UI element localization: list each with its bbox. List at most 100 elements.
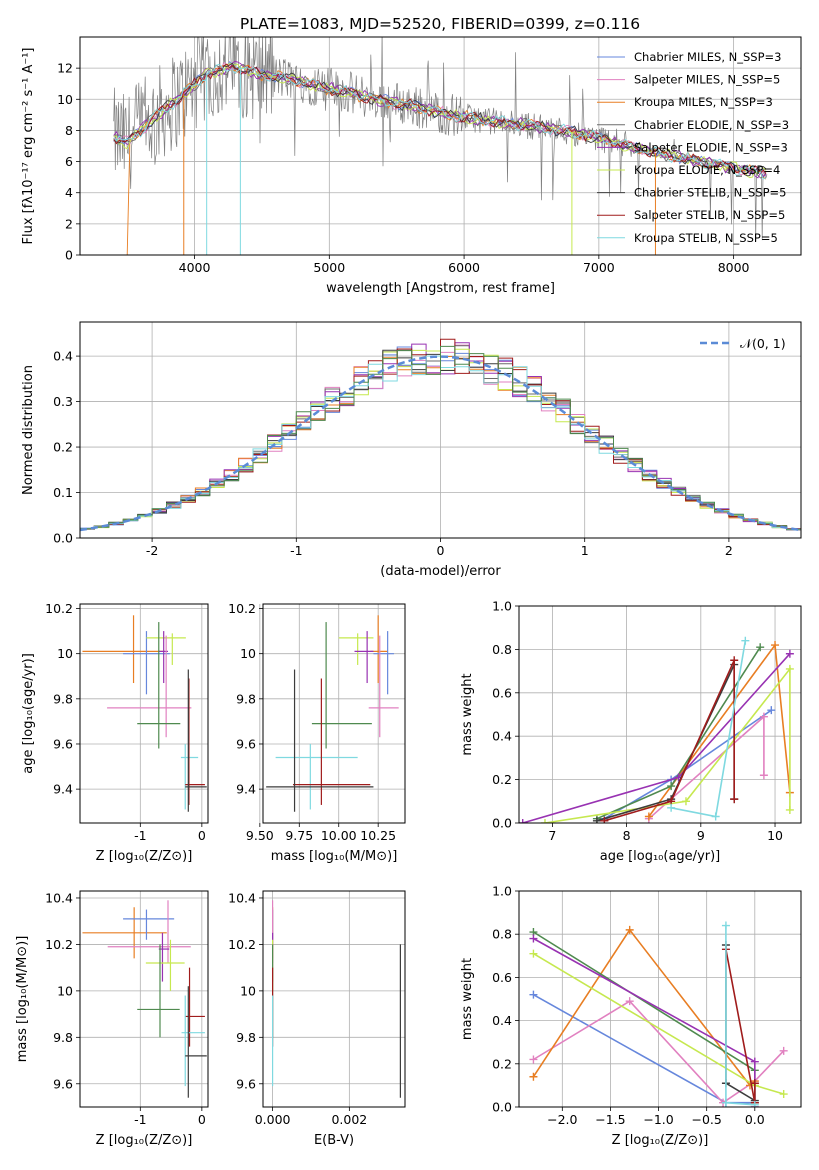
- y-tick-label: 6: [65, 154, 73, 169]
- x-tick-label: 1: [581, 543, 589, 558]
- x-axis-label: Z [log₁₀(Z/Z⊙)]: [612, 1133, 709, 1148]
- y-tick-label: 8: [65, 123, 73, 138]
- y-tick-label: 10: [57, 646, 73, 661]
- y-tick-label: 0.2: [53, 440, 73, 455]
- weight-marker: [529, 934, 538, 943]
- y-tick-label: 0.0: [492, 816, 512, 831]
- weight-marker: [771, 641, 780, 650]
- x-tick-label: −1.5: [595, 1112, 625, 1127]
- error-bar-point: [370, 615, 388, 684]
- legend-label: Kroupa MILES, N_SSP=3: [634, 95, 773, 109]
- error-bar-point: [123, 631, 170, 695]
- residuals-panel: -2 -1 0 1 2 0.0 0.1 0.2 0.3 0.4 (data-model)/error…: [21, 321, 802, 579]
- legend-label: Chabrier ELODIE, N_SSP=3: [634, 118, 789, 132]
- x-tick-label: -1: [134, 1112, 146, 1127]
- y-tick-label: 12: [57, 61, 73, 76]
- y-tick-label: 9.6: [53, 736, 73, 751]
- x-tick-label: 9.50: [246, 828, 274, 843]
- x-axis-label: (data-model)/error: [380, 564, 501, 579]
- error-bar-point: [82, 907, 167, 959]
- error-bar-point: [82, 615, 165, 684]
- x-axis-label: wavelength [Angstrom, rest frame]: [326, 281, 555, 296]
- plot-area: [80, 338, 801, 532]
- plot-area: [82, 615, 207, 812]
- error-bar-point: [123, 909, 175, 940]
- error-bar-point: [275, 743, 358, 810]
- y-axis-label: mass weight: [460, 673, 475, 755]
- error-bar-point: [368, 635, 399, 738]
- x-tick-label: 2: [725, 543, 733, 558]
- weight-marker: [785, 649, 794, 658]
- weight-marker: [759, 771, 768, 780]
- weight-marker: [750, 1057, 759, 1066]
- axes-frame: [79, 36, 802, 256]
- x-axis-label: E(B-V): [314, 1133, 354, 1148]
- x-tick-label: -2: [146, 543, 158, 558]
- axes: 7 8 9 10 0.0 0.2 0.4 0.6 0.8 1.0 age [log₁₀(age/yr…: [460, 599, 802, 864]
- weight-marker: [741, 636, 750, 645]
- error-bar-point: [181, 995, 205, 1087]
- x-tick-label: 0: [437, 543, 445, 558]
- y-tick-label: 0.3: [53, 394, 73, 409]
- weight-marker: [767, 706, 776, 715]
- axes-frame: [518, 605, 802, 824]
- axes-frame: [518, 890, 802, 1108]
- weight-marker: [625, 997, 634, 1006]
- weight-marker: [529, 949, 538, 958]
- error-bar-point: [185, 669, 207, 812]
- x-axis-label: mass [log₁₀(M/M⊙)]: [271, 849, 398, 864]
- model-fit-line: [113, 63, 767, 179]
- x-tick-label: −1.0: [643, 1112, 673, 1127]
- x-axis-label: Z [log₁₀(Z/Z⊙)]: [96, 849, 193, 864]
- y-tick-label: 10.2: [45, 601, 73, 616]
- y-tick-label: 4: [65, 185, 73, 200]
- y-tick-label: 10: [57, 92, 73, 107]
- legend-label: Salpeter ELODIE, N_SSP=3: [634, 140, 788, 154]
- figure-title: PLATE=1083, MJD=52520, FIBERID=0399, z=0…: [240, 15, 640, 33]
- y-tick-label: 10: [240, 646, 256, 661]
- x-tick-label: −0.5: [691, 1112, 721, 1127]
- y-tick-label: 0.0: [492, 1100, 512, 1115]
- weight-marker: [779, 1090, 788, 1099]
- axes: −2.0 −1.5 −1.0 −0.5 0.0 0.0 0.2 0.4 0.6 0.8 1.0 Z […: [460, 884, 802, 1148]
- error-bar-point: [266, 669, 374, 812]
- x-tick-label: 6000: [448, 260, 480, 275]
- y-tick-label: 9.6: [236, 1076, 256, 1091]
- weight-series-line: [544, 666, 791, 823]
- plot-area: [82, 900, 207, 1098]
- legend: Chabrier MILES, N_SSP=3 Salpeter MILES, N…: [597, 50, 789, 245]
- weight-marker: [756, 643, 765, 652]
- weight-marker: [721, 1098, 730, 1107]
- legend: 𝒩(0, 1): [700, 336, 786, 351]
- x-tick-label: 5000: [313, 260, 345, 275]
- axes-frame: [262, 603, 406, 824]
- legend-label: Chabrier STELIB, N_SSP=5: [634, 186, 786, 200]
- error-bar-point: [107, 900, 191, 963]
- weight-marker: [785, 664, 794, 673]
- x-axis-label: Z [log₁₀(Z/Z⊙)]: [96, 1133, 193, 1148]
- age-vs-mass-panel: 9.50 9.75 10.00 10.25 9.4 9.6 9.8 10 10.2 mass [l…: [228, 601, 406, 864]
- y-axis-label: mass weight: [460, 958, 475, 1040]
- y-tick-label: 0.0: [53, 531, 73, 546]
- weight-marker: [600, 816, 609, 823]
- legend-label: Kroupa STELIB, N_SSP=5: [634, 231, 778, 245]
- y-tick-label: 10.4: [228, 890, 256, 905]
- weight-series-line: [604, 659, 735, 822]
- y-tick-label: 0.8: [492, 642, 512, 657]
- gridlines: [80, 891, 208, 1107]
- plot-area: [266, 615, 399, 812]
- weight-marker: [667, 803, 676, 812]
- weight-marker: [711, 812, 720, 821]
- weight-marker: [779, 1046, 788, 1055]
- weight-marker: [540, 819, 549, 823]
- weight-series-line: [725, 949, 756, 1103]
- weight-marker: [681, 797, 690, 806]
- legend-label: Kroupa ELODIE, N_SSP=4: [634, 163, 780, 177]
- error-bar-point: [338, 633, 374, 665]
- x-tick-label: 7000: [583, 260, 615, 275]
- residual-histogram-step: [80, 345, 801, 531]
- y-tick-label: 0.6: [492, 970, 512, 985]
- y-tick-label: 2: [65, 216, 73, 231]
- weight-marker: [625, 925, 634, 934]
